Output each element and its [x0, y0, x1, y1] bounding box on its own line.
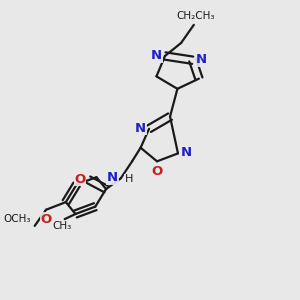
- Text: CH₂CH₃: CH₂CH₃: [176, 11, 214, 21]
- Text: N: N: [135, 122, 146, 135]
- Text: O: O: [40, 213, 52, 226]
- Text: H: H: [125, 175, 133, 184]
- Text: OCH₃: OCH₃: [4, 214, 31, 224]
- Text: N: N: [181, 146, 192, 159]
- Text: O: O: [74, 173, 86, 186]
- Text: O: O: [152, 165, 163, 178]
- Text: N: N: [151, 49, 162, 62]
- Text: N: N: [107, 171, 118, 184]
- Text: CH₃: CH₃: [52, 221, 71, 231]
- Text: N: N: [196, 53, 207, 66]
